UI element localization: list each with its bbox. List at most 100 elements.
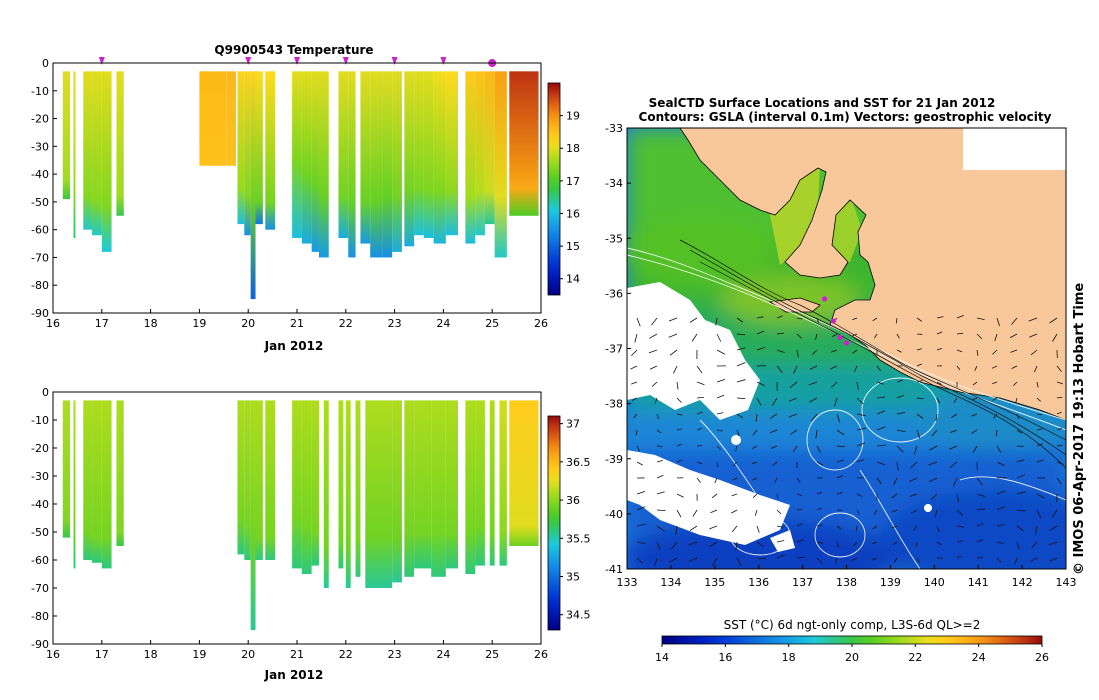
velocity-vector [1049, 317, 1058, 324]
velocity-vector [636, 523, 646, 527]
velocity-vector [796, 539, 804, 543]
velocity-vector [796, 556, 805, 559]
velocity-vector [816, 507, 822, 511]
map-title: SealCTD Surface Locations and SST for 21… [649, 96, 996, 110]
velocity-vector [996, 317, 1000, 326]
velocity-vector [756, 557, 766, 560]
x-tick-label: 24 [436, 648, 450, 661]
velocity-vector [976, 333, 983, 340]
velocity-vector [1035, 525, 1038, 535]
colorbar-tick-label: 18 [566, 142, 580, 155]
velocity-vector [776, 349, 785, 353]
sealctd-locations [821, 296, 850, 346]
velocity-vector [909, 493, 918, 497]
velocity-vector [1016, 491, 1026, 495]
velocity-vector [776, 540, 785, 543]
velocity-vector [953, 397, 958, 403]
velocity-vector [1030, 349, 1038, 356]
velocity-vector [856, 397, 864, 405]
velocity-vector [716, 333, 722, 342]
velocity-vector [949, 445, 958, 450]
profile-column [348, 71, 356, 258]
profile-column [355, 400, 361, 577]
velocity-vector [872, 541, 878, 545]
x-tick-label: 23 [388, 317, 402, 330]
velocity-vector [654, 557, 658, 567]
profile-column [499, 400, 507, 566]
velocity-vector [956, 365, 961, 371]
velocity-vector [856, 442, 866, 447]
velocity-vector [675, 525, 678, 535]
velocity-vector [936, 381, 942, 385]
velocity-vector [752, 477, 758, 481]
velocity-vector [1049, 525, 1058, 532]
velocity-vector [873, 509, 878, 515]
velocity-vector [716, 461, 719, 468]
velocity-vector [872, 317, 878, 322]
y-tick-label: -20 [31, 113, 49, 126]
profile-column [265, 400, 276, 560]
velocity-vector [649, 365, 658, 370]
profile-column [475, 71, 485, 236]
velocity-vector [770, 445, 778, 449]
velocity-vector [735, 445, 738, 452]
velocity-vector [1056, 365, 1062, 372]
velocity-vector [696, 411, 703, 415]
velocity-vector [836, 475, 843, 479]
velocity-vector [896, 394, 904, 399]
velocity-vector [956, 525, 964, 528]
x-tick-label: 21 [290, 317, 304, 330]
y-tick-label: -70 [31, 582, 49, 595]
velocity-vector [809, 365, 818, 370]
velocity-vector [895, 317, 898, 324]
velocity-vector [1056, 396, 1063, 399]
colorbar-tick-label: 19 [566, 110, 580, 123]
profile-column [92, 400, 102, 563]
salinity-colorbar: 34.5 35 35.5 36 36.5 37 [547, 415, 591, 631]
velocity-vector [696, 427, 703, 431]
velocity-vector [956, 540, 963, 543]
map-x-tick-label: 135 [704, 576, 725, 589]
velocity-vector [876, 477, 882, 485]
velocity-vector [788, 413, 798, 418]
velocity-vector [796, 523, 803, 527]
velocity-vector [896, 445, 904, 453]
velocity-vector [896, 333, 900, 339]
velocity-vector [1012, 381, 1018, 387]
velocity-vector [873, 333, 878, 339]
x-tick-label: 26 [534, 317, 548, 330]
velocity-vector [732, 477, 738, 481]
profile-column [250, 71, 256, 300]
profile-column [318, 71, 329, 258]
velocity-vector [836, 445, 846, 448]
velocity-vector [876, 396, 885, 399]
profile-column [226, 71, 236, 166]
velocity-vector [931, 429, 938, 437]
velocity-vector [831, 349, 838, 353]
profile-column [255, 400, 263, 560]
x-tick-label: 21 [290, 648, 304, 661]
profile-column [489, 400, 495, 566]
velocity-vector [756, 381, 766, 387]
colorbar-tick-label: 36.5 [566, 456, 591, 469]
y-tick-label: -20 [31, 442, 49, 455]
velocity-vector [913, 445, 918, 455]
velocity-vector [836, 459, 844, 463]
velocity-vector [669, 349, 678, 356]
velocity-vector [736, 557, 742, 567]
map-x-tick-label: 137 [792, 576, 813, 589]
map-x-tick-label: 139 [880, 576, 901, 589]
velocity-vector [1056, 445, 1063, 447]
velocity-vector [956, 332, 964, 335]
velocity-vector [756, 330, 765, 335]
velocity-vector [754, 509, 758, 516]
velocity-vector [1028, 317, 1038, 322]
y-tick-label: -30 [31, 140, 49, 153]
map-y-tick-label: -38 [605, 398, 623, 411]
velocity-vector [913, 525, 918, 531]
velocity-vector [1015, 397, 1018, 403]
velocity-vector [656, 413, 659, 420]
velocity-vector [651, 381, 658, 387]
velocity-vector [689, 525, 698, 532]
map-canvas [627, 128, 1066, 569]
